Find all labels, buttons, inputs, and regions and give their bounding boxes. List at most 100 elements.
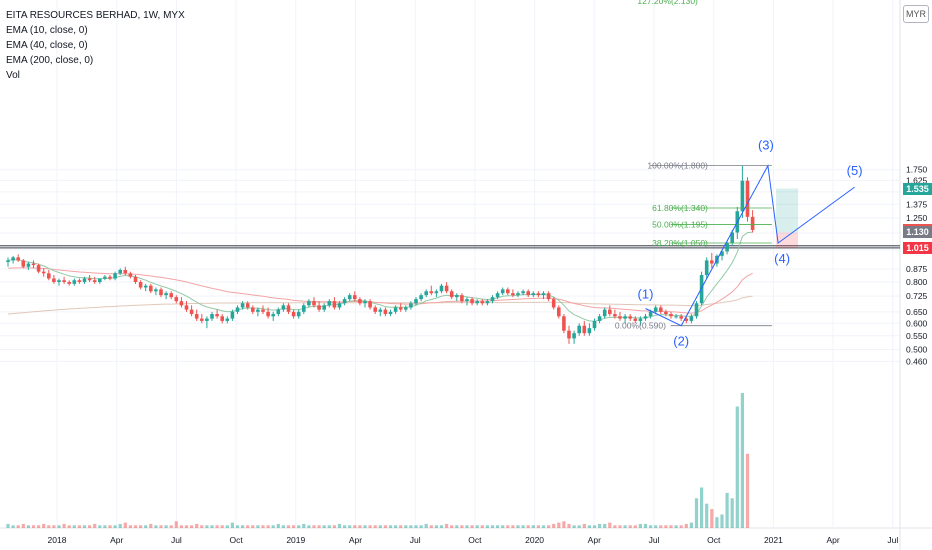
candle[interactable] <box>470 299 474 304</box>
candle[interactable] <box>643 316 648 319</box>
candle[interactable] <box>368 301 372 308</box>
currency-button[interactable]: MYR <box>903 5 929 23</box>
candle[interactable] <box>710 260 714 264</box>
candle[interactable] <box>296 311 301 317</box>
symbol-title[interactable]: EITA RESOURCES BERHAD, 1W, MYX <box>6 10 185 21</box>
elliott-wave-line[interactable] <box>645 164 855 327</box>
candle[interactable] <box>480 301 485 304</box>
candle[interactable] <box>567 330 571 339</box>
candle[interactable] <box>302 305 306 312</box>
candle[interactable] <box>495 293 500 298</box>
candle[interactable] <box>694 303 699 317</box>
candle[interactable] <box>103 276 107 279</box>
candle[interactable] <box>266 311 270 317</box>
candle[interactable] <box>725 242 729 252</box>
candle[interactable] <box>653 307 658 312</box>
candle[interactable] <box>179 301 184 306</box>
candle[interactable] <box>506 289 510 294</box>
candle[interactable] <box>577 325 581 334</box>
candle[interactable] <box>460 295 464 302</box>
candle[interactable] <box>67 282 71 284</box>
candle[interactable] <box>393 307 398 312</box>
candle[interactable] <box>674 316 678 318</box>
candle[interactable] <box>286 305 291 312</box>
candle[interactable] <box>404 307 408 310</box>
candle[interactable] <box>383 309 388 315</box>
candle[interactable] <box>205 318 209 321</box>
candle[interactable] <box>455 295 459 298</box>
candle[interactable] <box>628 316 632 319</box>
candle[interactable] <box>281 305 286 310</box>
candle[interactable] <box>572 333 576 339</box>
candle[interactable] <box>210 314 214 319</box>
ema10-label[interactable]: EMA (10, close, 0) <box>6 25 88 36</box>
candle[interactable] <box>189 309 194 315</box>
volume-label[interactable]: Vol <box>6 70 20 81</box>
candle[interactable] <box>648 311 653 317</box>
candle[interactable] <box>200 318 204 321</box>
candle[interactable] <box>664 311 668 315</box>
candle[interactable] <box>123 269 128 274</box>
candle[interactable] <box>220 316 224 321</box>
candle[interactable] <box>184 305 189 310</box>
candle[interactable] <box>704 260 709 276</box>
candle[interactable] <box>720 251 724 256</box>
candle[interactable] <box>546 293 551 300</box>
candle[interactable] <box>582 325 587 334</box>
candle[interactable] <box>378 309 383 312</box>
candle[interactable] <box>16 257 20 261</box>
candle[interactable] <box>562 316 566 331</box>
profit-zone[interactable] <box>776 188 799 233</box>
candle[interactable] <box>26 263 31 267</box>
candle[interactable] <box>414 299 418 304</box>
candle[interactable] <box>689 316 694 321</box>
candle[interactable] <box>149 285 153 292</box>
candle[interactable] <box>52 278 56 283</box>
candle[interactable] <box>6 260 10 262</box>
candle[interactable] <box>174 297 179 302</box>
candle[interactable] <box>353 295 357 300</box>
candle[interactable] <box>740 180 745 212</box>
candle[interactable] <box>398 307 403 310</box>
candle[interactable] <box>230 311 235 319</box>
candle[interactable] <box>307 301 311 306</box>
candle[interactable] <box>419 295 423 300</box>
candle[interactable] <box>511 293 515 296</box>
candle[interactable] <box>21 260 26 267</box>
candle[interactable] <box>194 314 199 319</box>
candle[interactable] <box>118 269 122 274</box>
candle[interactable] <box>72 280 77 284</box>
candle[interactable] <box>638 318 643 321</box>
candle[interactable] <box>276 309 281 315</box>
candle[interactable] <box>11 257 15 261</box>
candle[interactable] <box>327 301 332 306</box>
candle[interactable] <box>128 273 133 277</box>
candle[interactable] <box>215 314 219 317</box>
candle[interactable] <box>358 299 362 304</box>
candle[interactable] <box>541 293 546 296</box>
candle[interactable] <box>439 285 444 292</box>
candle[interactable] <box>373 307 377 312</box>
candle[interactable] <box>699 275 704 304</box>
candle[interactable] <box>669 314 673 317</box>
candle[interactable] <box>62 280 66 283</box>
candle[interactable] <box>526 291 530 296</box>
candle[interactable] <box>92 280 97 283</box>
candle[interactable] <box>633 318 638 321</box>
candle[interactable] <box>332 301 337 308</box>
candle[interactable] <box>531 293 536 296</box>
candle[interactable] <box>154 289 158 292</box>
candle[interactable] <box>235 307 240 312</box>
candle[interactable] <box>745 180 750 217</box>
candle[interactable] <box>475 301 479 304</box>
candle[interactable] <box>679 316 683 319</box>
candle[interactable] <box>597 316 602 321</box>
candle[interactable] <box>36 265 41 272</box>
candle[interactable] <box>500 289 505 294</box>
candle[interactable] <box>159 289 163 296</box>
candle[interactable] <box>730 232 734 243</box>
candle[interactable] <box>623 316 627 319</box>
candle[interactable] <box>750 216 755 230</box>
candle[interactable] <box>169 293 173 298</box>
